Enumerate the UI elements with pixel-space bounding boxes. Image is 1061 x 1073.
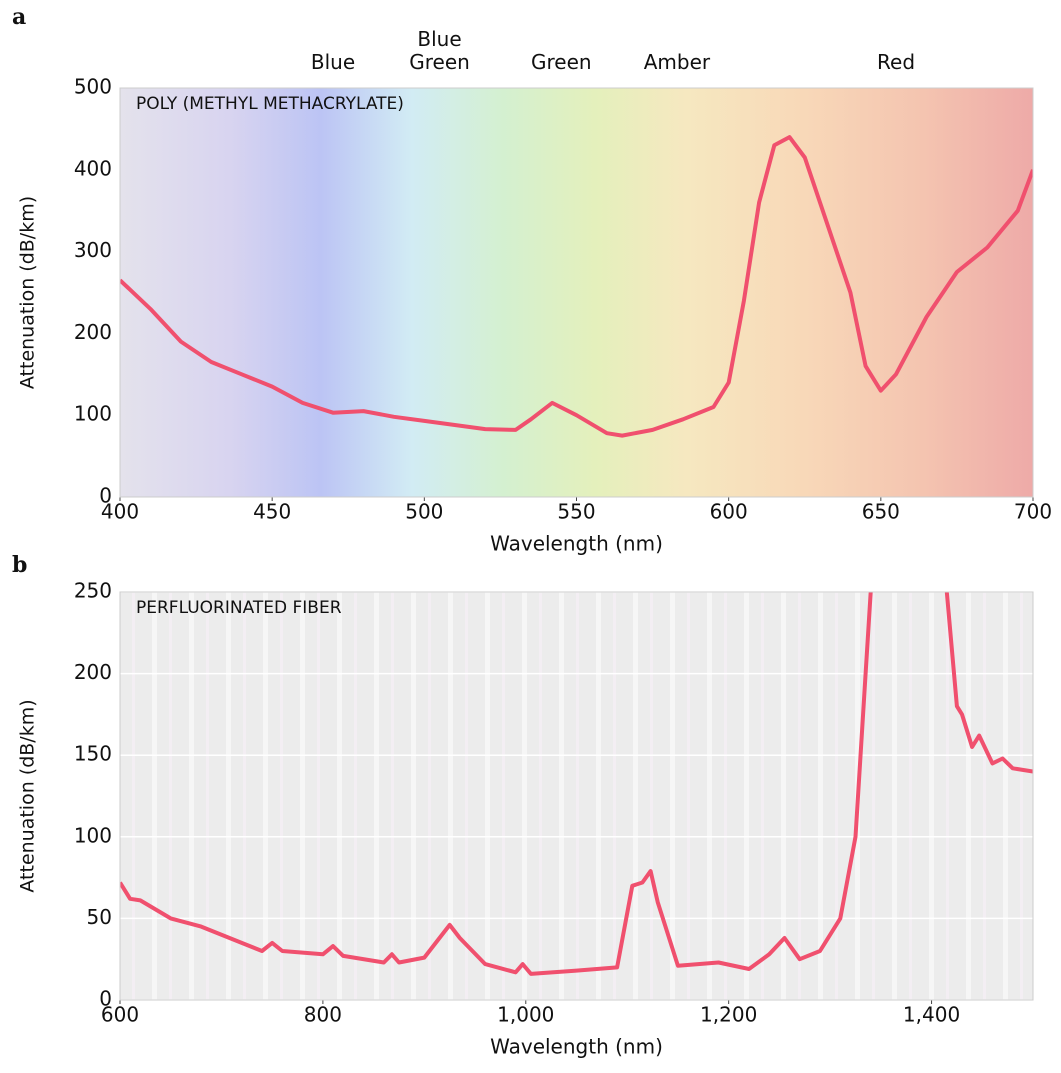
plot-background (120, 592, 1033, 1000)
x-tick-label: 1,200 (700, 1003, 757, 1027)
band-label: Amber (643, 50, 711, 74)
x-tick-label: 600 (710, 500, 748, 524)
y-axis-label: Attenuation (dB/km) (17, 699, 39, 892)
y-tick-label: 0 (99, 484, 112, 508)
plot-background (120, 88, 1033, 497)
y-tick-label: 250 (74, 579, 112, 603)
x-tick-label: 600 (101, 1003, 139, 1027)
y-tick-label: 300 (74, 238, 112, 262)
y-tick-label: 100 (74, 402, 112, 426)
y-axis-label: Attenuation (dB/km) (17, 196, 39, 389)
data-line (120, 591, 1033, 976)
data-line (120, 135, 1033, 438)
panel-label: b (12, 552, 27, 578)
x-tick-label: 1,000 (497, 1003, 554, 1027)
y-tick-label: 0 (99, 987, 112, 1011)
y-tick-label: 50 (87, 905, 112, 929)
y-tick-label: 200 (74, 660, 112, 684)
x-axis-label: Wavelength (nm) (490, 1035, 663, 1059)
y-tick-label: 500 (74, 75, 112, 99)
x-tick-label: 700 (1014, 500, 1052, 524)
band-label: Red (877, 50, 916, 74)
y-tick-label: 100 (74, 823, 112, 847)
panel-label: a (12, 4, 26, 30)
y-tick-label: 400 (74, 156, 112, 180)
x-tick-label: 450 (253, 500, 291, 524)
plot-frame (119, 87, 1034, 498)
x-tick-label: 500 (405, 500, 443, 524)
band-label: Blue (310, 50, 356, 74)
x-tick-label: 400 (101, 500, 139, 524)
x-tick-label: 550 (557, 500, 595, 524)
x-tick-label: 650 (862, 500, 900, 524)
band-label: Green (530, 50, 592, 74)
plot-frame (119, 591, 1034, 1001)
x-axis-label: Wavelength (nm) (490, 532, 663, 556)
annotation: PERFLUORINATED FIBER (136, 598, 342, 618)
x-tick-label: 800 (304, 1003, 342, 1027)
x-tick-label: 1,400 (903, 1003, 960, 1027)
y-tick-label: 150 (74, 742, 112, 766)
band-label: Blue Green (409, 27, 470, 74)
annotation: POLY (METHYL METHACRYLATE) (136, 94, 404, 114)
y-tick-label: 200 (74, 320, 112, 344)
